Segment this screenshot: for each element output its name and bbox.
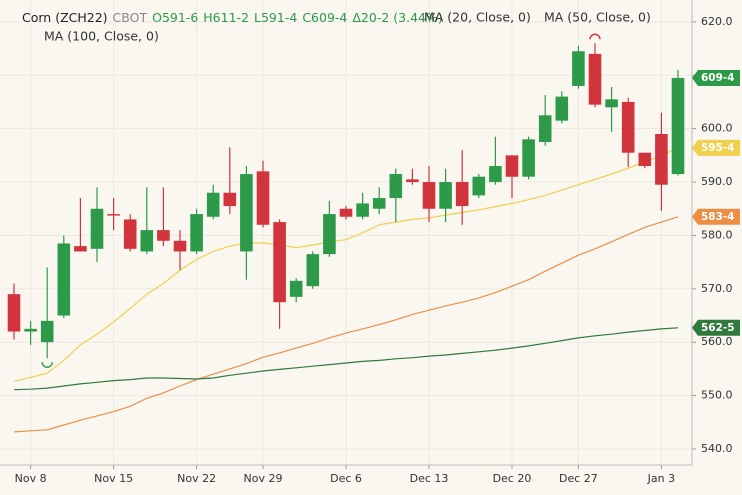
ma-line [13, 216, 679, 433]
candle-body [7, 294, 21, 332]
quote-close: C609-4 [302, 10, 347, 25]
quote-low: L591-4 [254, 10, 297, 25]
x-tick-label: Nov 8 [15, 472, 47, 485]
ma-line [13, 327, 679, 391]
candle-body [240, 174, 253, 252]
y-tick-label: 540.0 [701, 442, 733, 455]
candle-body [522, 139, 535, 177]
candle-body [472, 176, 486, 196]
candle-body [339, 208, 353, 217]
candle-body [140, 230, 154, 252]
candle-body [406, 179, 419, 183]
x-tick-label: Nov 15 [94, 472, 133, 485]
candle-body [306, 254, 320, 287]
y-tick-label: 550.0 [701, 389, 733, 402]
candle-body [489, 166, 502, 183]
quote-open: O591-6 [152, 10, 198, 25]
candle-body [555, 96, 569, 121]
x-tick-label: Nov 29 [244, 472, 283, 485]
ma-line [13, 147, 679, 382]
legend-entry: MA (20, Close, 0) [424, 10, 531, 25]
candle-body [57, 243, 71, 316]
x-tick-label: Dec 20 [493, 472, 532, 485]
candle-body [655, 134, 668, 185]
candle-body [356, 203, 369, 217]
legend-entry: MA (50, Close, 0) [544, 10, 651, 25]
quote-change: Δ20-2 (3.44%) [352, 10, 442, 25]
subtitle: CBOT [113, 10, 148, 25]
candle-body [621, 101, 635, 153]
x-tick-label: Jan 3 [647, 472, 675, 485]
price-tag [692, 69, 740, 86]
candle-body [90, 208, 104, 249]
y-tick-label: 590.0 [701, 175, 733, 188]
candle-body [74, 246, 87, 252]
candle-body [605, 99, 618, 108]
candle-body [422, 182, 436, 209]
candle-body [206, 192, 220, 217]
candle-body [157, 230, 170, 241]
price-tag-label: 595-4 [701, 142, 735, 154]
axis: 540.0550.0560.0570.0580.0590.0600.0610.0… [0, 0, 740, 485]
candle-body [273, 222, 286, 303]
candle-body [588, 53, 602, 105]
x-tick-label: Dec 6 [330, 472, 362, 485]
price-tag [692, 208, 740, 225]
header: Corn (ZCH22) CBOT O591-6 H611-2 L591-4 C609-4… [22, 10, 443, 25]
price-tag [692, 319, 740, 336]
candle-body [455, 182, 469, 207]
x-tick-label: Nov 22 [177, 472, 216, 485]
candle-body [223, 192, 237, 207]
candle-body [256, 171, 270, 225]
y-tick-label: 570.0 [701, 282, 733, 295]
candle-body [173, 240, 187, 252]
candle-body [107, 214, 120, 216]
y-tick-label: 580.0 [701, 228, 733, 241]
candle-body [505, 155, 519, 177]
candle-body [372, 198, 386, 209]
low-marker [41, 362, 53, 368]
y-tick-label: 620.0 [701, 15, 733, 28]
legend-entry: MA (100, Close, 0) [44, 29, 159, 44]
plot [7, 33, 685, 433]
candle-body [289, 280, 303, 297]
y-tick-label: 600.0 [701, 122, 733, 135]
high-marker [589, 33, 601, 40]
x-tick-label: Dec 13 [410, 472, 449, 485]
price-tag-label: 562-5 [701, 322, 735, 334]
candle-body [190, 214, 203, 252]
candle-body [439, 182, 452, 209]
price-tag-label: 583-4 [701, 211, 735, 223]
price-tag-label: 609-4 [701, 72, 735, 84]
candle-body [671, 77, 685, 175]
candle-body [123, 219, 137, 249]
quote-high: H611-2 [203, 10, 249, 25]
candle-body [389, 174, 403, 199]
candle-body [638, 152, 652, 167]
price-tag [692, 139, 740, 156]
candle-body [40, 320, 54, 343]
candle-body [323, 214, 336, 255]
title: Corn (ZCH22) [22, 10, 108, 25]
candle-body [24, 328, 37, 332]
x-tick-label: Dec 27 [559, 472, 598, 485]
y-tick-label: 560.0 [701, 335, 733, 348]
grid [0, 0, 692, 465]
candle-body [572, 51, 585, 86]
candle-body [538, 115, 552, 143]
